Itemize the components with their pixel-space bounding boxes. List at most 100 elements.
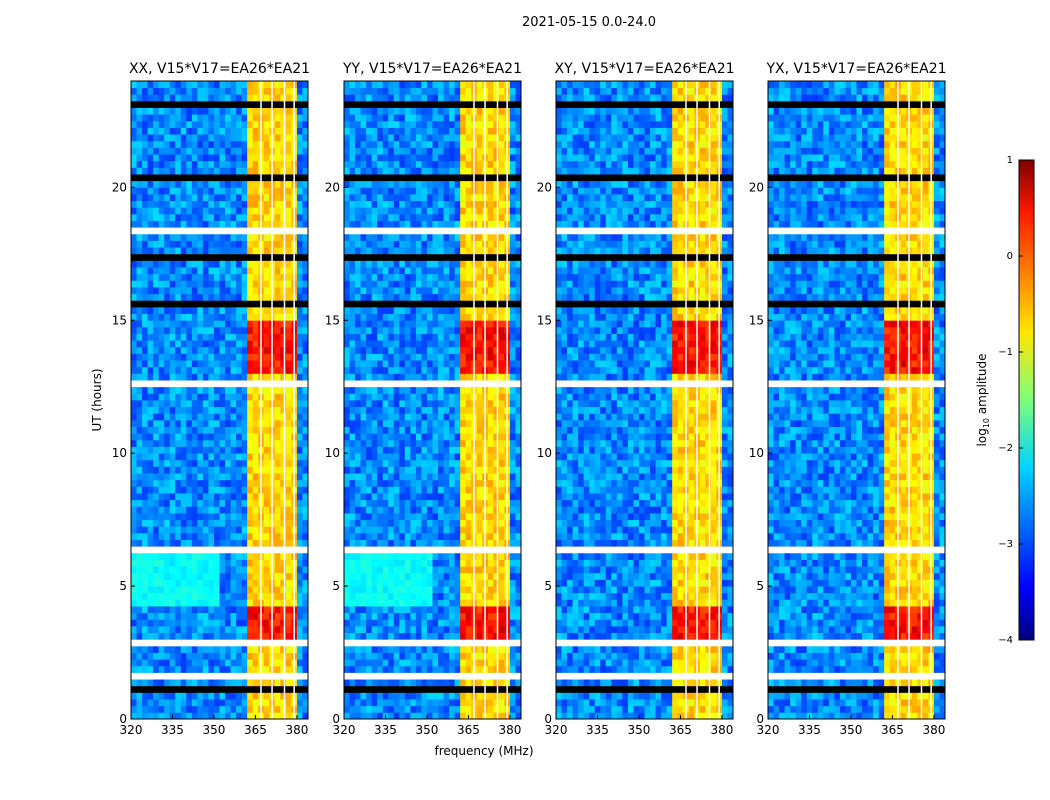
heatmap-cell <box>388 606 395 614</box>
heatmap-cell <box>230 200 237 208</box>
heatmap-cell <box>438 479 444 487</box>
heatmap-cell <box>247 180 254 188</box>
heatmap-cell <box>158 619 165 627</box>
heatmap-cell <box>274 213 281 221</box>
heatmap-cell <box>371 532 378 540</box>
heatmap-cell <box>344 446 350 454</box>
heatmap-cell <box>147 506 154 514</box>
heatmap-cell <box>241 120 248 128</box>
heatmap-cell <box>142 426 148 434</box>
heatmap-cell <box>230 287 237 295</box>
heatmap-cell <box>225 81 231 89</box>
heatmap-cell <box>175 512 182 521</box>
heatmap-cell <box>142 679 148 687</box>
heatmap-cell <box>344 692 350 700</box>
heatmap-cell <box>147 546 154 554</box>
heatmap-cell <box>252 320 259 328</box>
heatmap-cell <box>426 446 433 454</box>
heatmap-cell <box>230 426 237 434</box>
heatmap-cell <box>241 526 248 534</box>
heatmap-cell <box>388 652 395 660</box>
heatmap-cell <box>169 552 176 560</box>
heatmap-cell <box>213 134 220 142</box>
heatmap-cell <box>213 712 220 720</box>
heatmap-cell <box>366 499 373 507</box>
heatmap-cell <box>302 373 309 381</box>
heatmap-cell <box>180 267 187 275</box>
heatmap-cell <box>191 566 198 574</box>
heatmap-cell <box>360 406 367 414</box>
heatmap-cell <box>443 360 450 368</box>
heatmap-cell <box>136 413 143 421</box>
heatmap-cell <box>388 692 395 700</box>
heatmap-cell <box>236 599 243 607</box>
heatmap-cell <box>208 147 215 155</box>
heatmap-cell <box>426 612 433 620</box>
heatmap-cell <box>136 267 143 275</box>
heatmap-cell <box>493 672 500 680</box>
heatmap-cell <box>225 685 231 693</box>
heatmap-cell <box>142 446 148 454</box>
heatmap-cell <box>426 499 433 507</box>
heatmap-cell <box>208 679 215 687</box>
heatmap-cell <box>274 419 281 427</box>
heatmap-cell <box>225 559 231 567</box>
heatmap-cell <box>247 406 254 414</box>
heatmap-cell <box>399 459 406 467</box>
heatmap-cell <box>191 426 198 434</box>
heatmap-cell <box>180 353 187 361</box>
heatmap-cell <box>280 380 287 388</box>
heatmap-cell <box>208 380 215 388</box>
heatmap-cell <box>274 253 281 261</box>
heatmap-cell <box>443 479 450 487</box>
heatmap-cell <box>443 493 450 501</box>
heatmap-cell <box>509 446 516 454</box>
heatmap-cell <box>230 486 237 494</box>
heatmap-cell <box>230 586 237 594</box>
heatmap-cell <box>285 134 292 142</box>
heatmap-cell <box>274 473 281 481</box>
heatmap-cell <box>432 559 439 567</box>
heatmap-cell <box>382 645 389 653</box>
heatmap-cell <box>236 267 243 275</box>
heatmap-cell <box>219 253 226 261</box>
heatmap-cell <box>493 453 500 461</box>
heatmap-cell <box>236 174 243 182</box>
heatmap-cell <box>169 320 176 328</box>
heatmap-cell <box>487 546 494 554</box>
heatmap-cell <box>153 426 160 434</box>
heatmap-cell <box>164 712 171 720</box>
heatmap-cell <box>158 227 165 235</box>
heatmap-cell <box>465 526 472 534</box>
heatmap-cell <box>344 579 350 587</box>
heatmap-cell <box>454 599 461 607</box>
heatmap-cell <box>393 659 400 667</box>
heatmap-cell <box>230 94 237 102</box>
heatmap-cell <box>164 546 171 554</box>
heatmap-cell <box>349 486 356 494</box>
heatmap-cell <box>487 552 494 560</box>
heatmap-cell <box>180 685 187 693</box>
heatmap-cell <box>197 413 204 421</box>
heatmap-cell <box>349 459 356 467</box>
heatmap-cell <box>164 300 171 308</box>
heatmap-cell <box>230 632 237 640</box>
heatmap-cell <box>213 233 220 241</box>
heatmap-cell <box>208 120 215 128</box>
heatmap-cell <box>186 645 193 653</box>
heatmap-cell <box>382 400 389 408</box>
heatmap-cell <box>296 253 303 261</box>
heatmap-cell <box>263 87 270 95</box>
heatmap-cell <box>415 393 422 401</box>
heatmap-cell <box>355 453 361 461</box>
heatmap-cell <box>213 147 220 155</box>
heatmap-cell <box>147 446 154 454</box>
heatmap-cell <box>147 213 154 221</box>
heatmap-cell <box>487 479 494 487</box>
heatmap-cell <box>410 439 417 447</box>
heatmap-cell <box>443 366 450 374</box>
heatmap-cell <box>142 160 148 168</box>
heatmap-cell <box>197 493 204 501</box>
heatmap-cell <box>236 240 243 248</box>
heatmap-cell <box>191 326 198 334</box>
